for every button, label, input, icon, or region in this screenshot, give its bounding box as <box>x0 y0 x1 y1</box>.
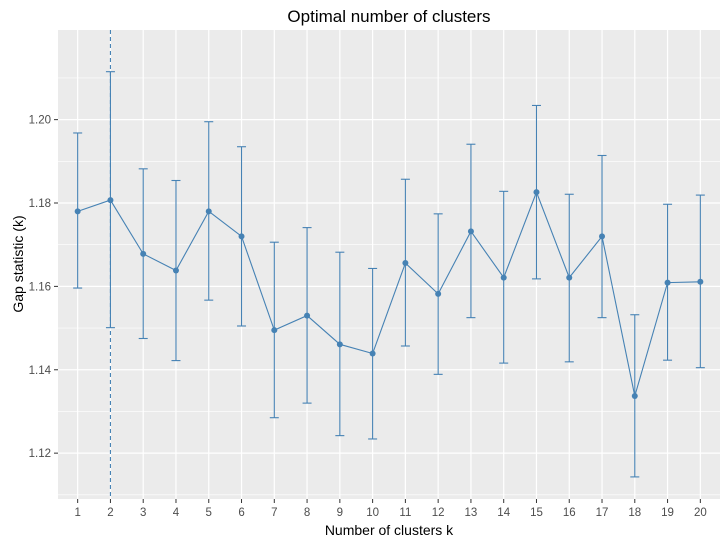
y-tick-label-4: 1.20 <box>29 115 51 127</box>
data-point-14 <box>500 274 507 281</box>
series-line-group <box>77 190 701 397</box>
x-axis: 1 2 3 4 5 6 7 8 9 10 11 12 13 14 15 16 17 18 19 20 <box>74 499 707 519</box>
x-tick-label-2: 3 <box>140 507 146 519</box>
x-tick-label-16: 17 <box>596 507 609 519</box>
data-point-6 <box>238 233 245 240</box>
x-tick-label-5: 6 <box>238 507 244 519</box>
data-point-12 <box>435 290 442 297</box>
x-tick-label-19: 20 <box>694 507 707 519</box>
x-tick-label-6: 7 <box>271 507 277 519</box>
x-tick-label-14: 15 <box>530 507 543 519</box>
x-tick-label-7: 8 <box>304 507 310 519</box>
x-tick-label-12: 13 <box>465 507 478 519</box>
data-point-9 <box>336 341 343 348</box>
chart-title: Optimal number of clusters <box>287 7 490 26</box>
data-point-18 <box>631 393 638 400</box>
data-point-19 <box>664 279 671 286</box>
y-tick-label-0: 1.12 <box>29 448 51 460</box>
data-point-5 <box>205 208 212 215</box>
y-tick-label-3: 1.18 <box>29 198 51 210</box>
x-tick-label-15: 16 <box>563 507 576 519</box>
x-tick-label-4: 5 <box>206 507 212 519</box>
x-axis-title: Number of clusters k <box>325 522 454 538</box>
data-point-7 <box>271 327 278 334</box>
data-point-8 <box>304 312 311 319</box>
data-points <box>74 189 704 400</box>
x-tick-label-17: 18 <box>628 507 641 519</box>
data-point-10 <box>369 350 376 357</box>
data-point-1 <box>74 208 81 215</box>
x-tick-label-9: 10 <box>366 507 379 519</box>
x-tick-label-13: 14 <box>497 507 510 519</box>
data-point-4 <box>172 267 179 274</box>
x-tick-label-18: 19 <box>661 507 674 519</box>
data-point-13 <box>467 228 474 235</box>
data-point-15 <box>533 189 540 196</box>
x-tick-label-1: 2 <box>107 507 113 519</box>
x-tick-label-3: 4 <box>173 507 180 519</box>
data-point-16 <box>566 274 573 281</box>
data-point-20 <box>697 278 704 285</box>
y-axis-title: Gap statistic (k) <box>10 215 26 312</box>
x-tick-label-11: 12 <box>432 507 445 519</box>
x-tick-label-0: 1 <box>74 507 80 519</box>
data-point-17 <box>599 233 606 240</box>
minor-gridlines <box>58 77 720 496</box>
x-tick-label-10: 11 <box>399 507 411 519</box>
y-axis: 1.12 1.14 1.16 1.18 1.20 <box>29 115 58 460</box>
data-point-11 <box>402 260 409 267</box>
series-line <box>77 190 701 397</box>
y-tick-label-2: 1.16 <box>29 281 51 293</box>
data-point-2 <box>107 197 114 204</box>
y-tick-label-1: 1.14 <box>29 365 52 377</box>
data-point-3 <box>140 250 147 257</box>
plot-panel <box>58 30 720 499</box>
x-tick-label-8: 9 <box>337 507 343 519</box>
